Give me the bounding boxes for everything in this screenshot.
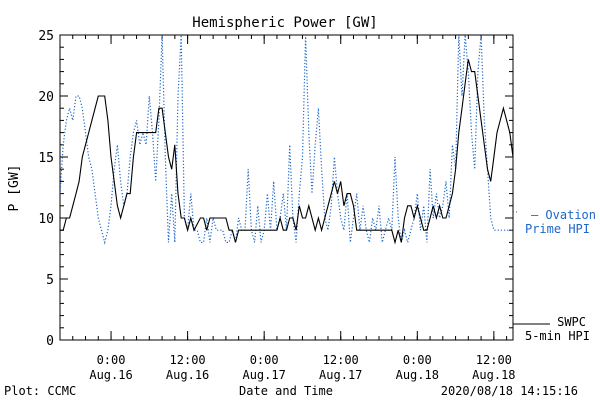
x-tick-time-label: 0:00 — [250, 353, 279, 367]
x-tick-time-label: 0:00 — [97, 353, 126, 367]
x-axis-label: Date and Time — [239, 384, 333, 398]
y-tick-label: 5 — [46, 273, 54, 288]
x-tick-time-label: 12:00 — [170, 353, 206, 367]
y-tick-label: 0 — [46, 334, 54, 349]
x-tick-date-label: Aug.18 — [472, 368, 515, 382]
y-tick-label: 10 — [38, 212, 54, 227]
x-tick-date-label: Aug.16 — [89, 368, 132, 382]
series-line-ovation-prime-hpi — [60, 35, 513, 245]
x-tick-date-label: Aug.16 — [166, 368, 209, 382]
plot-frame — [59, 34, 514, 341]
legend-swpc-label-line1: SWPC — [557, 315, 586, 329]
x-tick-date-label: Aug.17 — [242, 368, 285, 382]
chart-title: Hemispheric Power [GW] — [192, 15, 377, 31]
legend-ovation-label-line2: Prime HPI — [525, 222, 590, 236]
y-axis-label: P [GW] — [7, 165, 22, 212]
footer-timestamp: 2020/08/18 14:15:16 — [441, 384, 578, 398]
y-tick-label: 20 — [38, 90, 54, 105]
x-tick-date-label: Aug.17 — [319, 368, 362, 382]
legend-ovation-label-line1: — Ovation — [531, 208, 596, 222]
x-tick-time-label: 12:00 — [476, 353, 512, 367]
series-line-swpc-5-min-hpi — [60, 59, 513, 245]
x-tick-time-label: 0:00 — [403, 353, 432, 367]
x-tick-date-label: Aug.18 — [396, 368, 439, 382]
legend-swpc-label-line2: 5-min HPI — [525, 329, 590, 343]
footer-plot-credit: Plot: CCMC — [4, 384, 76, 398]
y-tick-label: 15 — [38, 151, 54, 166]
y-tick-label: 25 — [38, 29, 54, 44]
plot-area: 05101520250:00Aug.1612:00Aug.160:00Aug.1… — [38, 29, 515, 382]
x-tick-time-label: 12:00 — [323, 353, 359, 367]
